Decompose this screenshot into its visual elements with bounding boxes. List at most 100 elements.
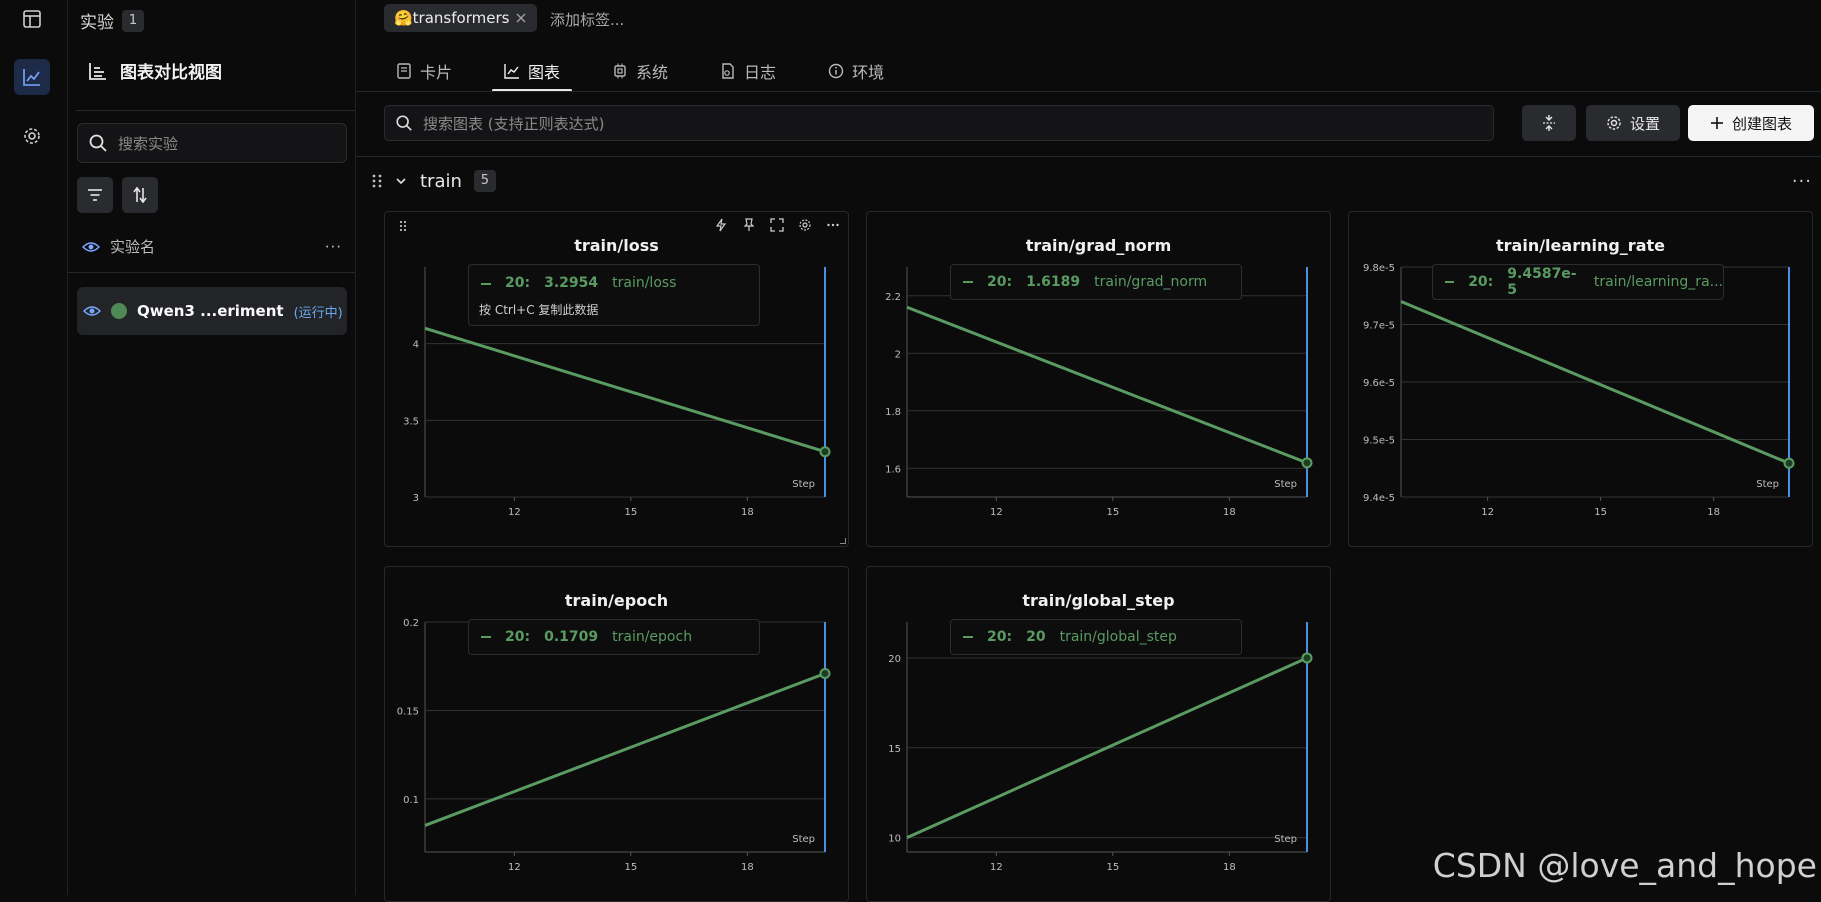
column-label: 实验名 bbox=[110, 238, 156, 256]
y-tick-label: 9.7e-5 bbox=[1363, 321, 1395, 332]
main-panel: 🤗transformers 添加标签... 卡片 图表 系统 日志 环境 搜索图… bbox=[356, 0, 1821, 902]
create-chart-label: 创建图表 bbox=[1731, 114, 1792, 133]
x-axis-label: Step bbox=[1756, 479, 1779, 490]
chart-card-grad-norm[interactable]: train/grad_norm 1.6 1.8 2 2.2 12 15 18 Step 20:… bbox=[866, 211, 1331, 547]
eye-icon bbox=[83, 306, 101, 316]
chart-card-epoch[interactable]: train/epoch 0.1 0.15 0.2 12 15 18 Step 20: 0.1… bbox=[384, 566, 849, 902]
view-title-text: 图表对比视图 bbox=[120, 63, 222, 83]
search-experiment-input[interactable]: 搜索实验 bbox=[77, 123, 347, 163]
x-tick-label: 12 bbox=[990, 862, 1003, 873]
chart-tooltip: 20: 20 train/global_step bbox=[950, 619, 1242, 655]
tab-label: 图表 bbox=[528, 63, 561, 82]
resize-handle[interactable] bbox=[840, 538, 846, 544]
chart-tooltip: 20: 1.6189 train/grad_norm bbox=[950, 264, 1242, 300]
group-name: train bbox=[420, 170, 462, 192]
line-chart[interactable]: 1.6 1.8 2 2.2 12 15 18 Step bbox=[867, 212, 1331, 547]
settings-button[interactable]: 设置 bbox=[1586, 105, 1680, 141]
chevron-down-icon bbox=[396, 178, 406, 185]
x-tick-label: 15 bbox=[1106, 507, 1119, 518]
sort-button[interactable] bbox=[122, 177, 158, 213]
x-tick-label: 18 bbox=[1707, 507, 1720, 518]
gear-icon[interactable] bbox=[798, 218, 812, 232]
tooltip-step: 20: bbox=[987, 629, 1013, 645]
more-icon[interactable]: ··· bbox=[324, 237, 342, 256]
divider bbox=[356, 91, 1821, 92]
chart-list-icon bbox=[89, 62, 106, 80]
y-tick-label: 1.6 bbox=[885, 464, 901, 475]
lightning-icon[interactable] bbox=[714, 218, 728, 232]
table-icon[interactable] bbox=[14, 1, 50, 37]
tooltip-step: 20: bbox=[505, 629, 531, 645]
line-chart[interactable]: 10 15 20 12 15 18 Step bbox=[867, 567, 1331, 902]
chip-icon bbox=[614, 63, 626, 79]
chart-tooltip: 20: 3.2954 train/loss 按 Ctrl+C 复制此数据 bbox=[468, 264, 760, 326]
y-tick-label: 3 bbox=[413, 493, 419, 504]
data-point bbox=[1301, 457, 1313, 469]
tab-logs[interactable]: 日志 bbox=[708, 52, 788, 90]
chart-group-header[interactable]: train 5 ··· bbox=[372, 170, 1812, 192]
experiments-label: 实验 bbox=[80, 13, 114, 33]
experiment-status: (运行中) bbox=[293, 305, 343, 321]
tab-environment[interactable]: 环境 bbox=[816, 52, 896, 90]
watermark: CSDN @love_and_hope bbox=[1432, 846, 1817, 885]
chart-view-icon[interactable] bbox=[14, 59, 50, 95]
tooltip-step: 20: bbox=[505, 275, 531, 291]
add-tag-button[interactable]: 添加标签... bbox=[550, 11, 625, 29]
tooltip-series: train/loss bbox=[612, 275, 677, 291]
series-line bbox=[906, 305, 1308, 465]
x-tick-label: 15 bbox=[1594, 507, 1607, 518]
tooltip-series: train/grad_norm bbox=[1094, 274, 1208, 290]
y-tick-label: 9.4e-5 bbox=[1363, 493, 1395, 504]
chart-search-input[interactable]: 搜索图表 (支持正则表达式) bbox=[384, 105, 1494, 141]
tab-label: 日志 bbox=[744, 63, 777, 82]
fullscreen-icon[interactable] bbox=[770, 218, 784, 232]
tab-charts[interactable]: 图表 bbox=[492, 52, 573, 92]
collapse-button[interactable] bbox=[1522, 105, 1576, 141]
y-tick-label: 9.8e-5 bbox=[1363, 263, 1395, 274]
series-line bbox=[424, 326, 826, 454]
tab-label: 系统 bbox=[636, 63, 669, 82]
settings-icon[interactable] bbox=[14, 118, 50, 154]
y-tick-label: 2 bbox=[895, 349, 901, 360]
collapse-icon bbox=[1543, 115, 1555, 131]
line-chart[interactable]: 0.1 0.15 0.2 12 15 18 Step bbox=[385, 567, 849, 902]
experiment-column-header: 实验名 ··· bbox=[82, 236, 342, 257]
y-tick-label: 0.15 bbox=[397, 706, 419, 717]
search-icon bbox=[396, 115, 412, 131]
x-tick-label: 18 bbox=[1223, 862, 1236, 873]
x-tick-label: 15 bbox=[1106, 862, 1119, 873]
more-icon[interactable] bbox=[826, 218, 840, 232]
line-chart[interactable]: 9.4e-5 9.5e-5 9.6e-5 9.7e-5 9.8e-5 12 15 18 Step bbox=[1349, 212, 1813, 547]
y-tick-label: 0.1 bbox=[403, 795, 419, 806]
tooltip-value: 20 bbox=[1026, 629, 1046, 645]
x-tick-label: 12 bbox=[1481, 507, 1494, 518]
create-chart-button[interactable]: 创建图表 bbox=[1688, 105, 1814, 141]
y-tick-label: 1.8 bbox=[885, 407, 901, 418]
experiment-color-dot[interactable] bbox=[111, 303, 127, 319]
tag-chip[interactable]: 🤗transformers bbox=[384, 4, 538, 32]
eye-icon bbox=[82, 241, 100, 252]
x-axis-label: Step bbox=[792, 479, 815, 490]
y-tick-label: 9.6e-5 bbox=[1363, 378, 1395, 389]
chart-card-global-step[interactable]: train/global_step 10 15 20 12 15 18 Step 20: 2… bbox=[866, 566, 1331, 902]
tab-cards[interactable]: 卡片 bbox=[384, 52, 464, 90]
filter-button[interactable] bbox=[77, 177, 113, 213]
tooltip-step: 20: bbox=[1468, 274, 1494, 290]
tab-system[interactable]: 系统 bbox=[600, 52, 680, 90]
experiment-row[interactable]: Qwen3 ...eriment (运行中) bbox=[77, 287, 347, 335]
divider bbox=[76, 110, 355, 111]
line-chart[interactable]: 3 3.5 4 12 15 18 Step bbox=[385, 212, 849, 547]
chart-card-learning-rate[interactable]: train/learning_rate 9.4e-5 9.5e-5 9.6e-5 9.… bbox=[1348, 211, 1813, 547]
pin-icon[interactable] bbox=[742, 218, 756, 232]
divider bbox=[68, 272, 355, 273]
chart-title: train/grad_norm bbox=[1025, 236, 1172, 255]
chart-title: train/loss bbox=[574, 236, 659, 255]
x-axis-label: Step bbox=[1274, 834, 1297, 845]
chart-card-loss[interactable]: train/loss 3 3.5 4 12 15 18 Step 20: 3.2954 tr… bbox=[384, 211, 849, 547]
tab-bar: 卡片 图表 系统 日志 环境 bbox=[384, 52, 924, 92]
x-tick-label: 18 bbox=[1223, 507, 1236, 518]
tooltip-series: train/learning_ra... bbox=[1593, 274, 1723, 290]
tooltip-hint: 按 Ctrl+C 复制此数据 bbox=[479, 303, 599, 317]
more-icon[interactable]: ··· bbox=[1791, 170, 1812, 192]
sort-icon bbox=[133, 186, 147, 204]
